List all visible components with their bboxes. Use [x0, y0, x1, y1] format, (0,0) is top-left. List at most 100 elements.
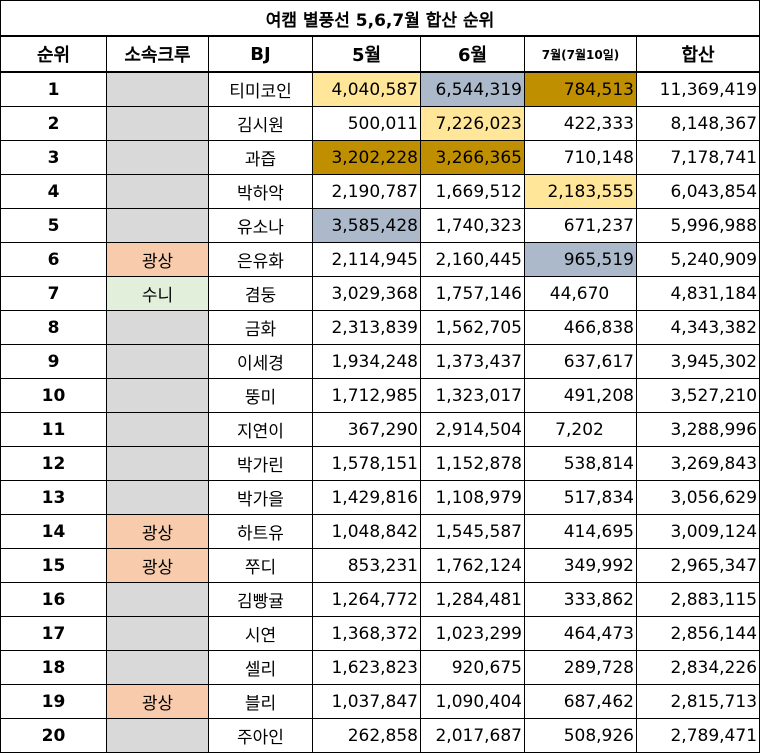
bj-cell: 과즙: [208, 140, 313, 175]
total-cell: 6,043,854: [635, 174, 760, 209]
crew-cell: [106, 208, 209, 243]
table-row: 1 티미코인 4,040,587 6,544,319 784,513 11,36…: [0, 71, 760, 107]
total-cell: 3,288,996: [635, 412, 760, 447]
may-cell: 3,202,228: [312, 140, 421, 175]
may-cell: 262,858: [312, 718, 421, 753]
total-cell: 3,269,843: [635, 446, 760, 481]
header-may: 5월: [312, 35, 421, 73]
may-cell: 1,048,842: [312, 514, 421, 549]
june-cell: 1,545,587: [420, 514, 525, 549]
july-cell: 687,462: [524, 684, 637, 719]
bj-cell: 지연이: [208, 412, 313, 447]
total-cell: 2,965,347: [635, 548, 760, 583]
rank-cell: 20: [0, 718, 107, 753]
rank-cell: 15: [0, 548, 107, 583]
total-cell: 7,178,741: [635, 140, 760, 175]
july-cell: 2,183,555: [524, 174, 637, 209]
bj-cell: 박가을: [208, 480, 313, 515]
total-cell: 2,856,144: [635, 616, 760, 651]
table-row: 8 금화 2,313,839 1,562,705 466,838 4,343,3…: [0, 310, 760, 345]
june-cell: 1,090,404: [420, 684, 525, 719]
may-cell: 500,011: [312, 106, 421, 141]
rank-cell: 5: [0, 208, 107, 243]
table-row: 18 셀리 1,623,823 920,675 289,728 2,834,22…: [0, 650, 760, 685]
total-cell: 11,369,419: [635, 71, 760, 107]
july-cell: 414,695: [524, 514, 637, 549]
may-cell: 1,368,372: [312, 616, 421, 651]
crew-cell: 광상: [106, 548, 209, 583]
june-cell: 3,266,365: [420, 140, 525, 175]
july-cell: 517,834: [524, 480, 637, 515]
bj-cell: 김빵귤: [208, 582, 313, 617]
rank-cell: 4: [0, 174, 107, 209]
may-cell: 1,264,772: [312, 582, 421, 617]
may-cell: 3,029,368: [312, 276, 421, 311]
rank-cell: 19: [0, 684, 107, 719]
crew-cell: [106, 582, 209, 617]
total-cell: 2,834,226: [635, 650, 760, 685]
july-cell: 464,473: [524, 616, 637, 651]
may-cell: 1,578,151: [312, 446, 421, 481]
june-cell: 1,669,512: [420, 174, 525, 209]
bj-cell: 이세경: [208, 344, 313, 379]
total-cell: 2,883,115: [635, 582, 760, 617]
rank-cell: 7: [0, 276, 107, 311]
crew-cell: [106, 446, 209, 481]
rank-cell: 18: [0, 650, 107, 685]
bj-cell: 티미코인: [208, 71, 313, 107]
rank-cell: 13: [0, 480, 107, 515]
header-rank: 순위: [0, 35, 107, 73]
rank-cell: 3: [0, 140, 107, 175]
crew-cell: [106, 174, 209, 209]
bj-cell: 하트유: [208, 514, 313, 549]
july-cell: 44,670: [524, 276, 637, 311]
bj-cell: 쭈디: [208, 548, 313, 583]
may-cell: 1,712,985: [312, 378, 421, 413]
total-cell: 3,009,124: [635, 514, 760, 549]
total-cell: 2,815,713: [635, 684, 760, 719]
rank-cell: 11: [0, 412, 107, 447]
crew-cell: [106, 140, 209, 175]
header-july: 7월(7월10일): [524, 35, 637, 73]
june-cell: 1,284,481: [420, 582, 525, 617]
rank-cell: 2: [0, 106, 107, 141]
table-row: 14 광상 하트유 1,048,842 1,545,587 414,695 3,…: [0, 514, 760, 549]
july-cell: 710,148: [524, 140, 637, 175]
july-cell: 491,208: [524, 378, 637, 413]
july-cell: 671,237: [524, 208, 637, 243]
june-cell: 1,757,146: [420, 276, 525, 311]
table-row: 17 시연 1,368,372 1,023,299 464,473 2,856,…: [0, 616, 760, 651]
july-cell: 538,814: [524, 446, 637, 481]
crew-cell: [106, 378, 209, 413]
bj-cell: 은유화: [208, 242, 313, 277]
header-total: 합산: [635, 35, 760, 73]
may-cell: 2,114,945: [312, 242, 421, 277]
bj-cell: 주아인: [208, 718, 313, 753]
crew-cell: 광상: [106, 684, 209, 719]
crew-cell: [106, 310, 209, 345]
total-cell: 3,056,629: [635, 480, 760, 515]
rank-cell: 9: [0, 344, 107, 379]
july-cell: 349,992: [524, 548, 637, 583]
bj-cell: 금화: [208, 310, 313, 345]
may-cell: 1,037,847: [312, 684, 421, 719]
total-cell: 3,527,210: [635, 378, 760, 413]
crew-cell: [106, 616, 209, 651]
table-row: 12 박가린 1,578,151 1,152,878 538,814 3,269…: [0, 446, 760, 481]
rank-cell: 16: [0, 582, 107, 617]
june-cell: 1,108,979: [420, 480, 525, 515]
table-row: 7 수니 겸둥 3,029,368 1,757,146 44,670 4,831…: [0, 276, 760, 311]
june-cell: 1,152,878: [420, 446, 525, 481]
june-cell: 920,675: [420, 650, 525, 685]
crew-cell: 수니: [106, 276, 209, 311]
july-cell: 637,617: [524, 344, 637, 379]
crew-cell: [106, 718, 209, 753]
june-cell: 1,562,705: [420, 310, 525, 345]
bj-cell: 유소나: [208, 208, 313, 243]
may-cell: 1,934,248: [312, 344, 421, 379]
rank-cell: 12: [0, 446, 107, 481]
july-cell: 7,202: [524, 412, 637, 447]
table-row: 9 이세경 1,934,248 1,373,437 637,617 3,945,…: [0, 344, 760, 379]
may-cell: 2,313,839: [312, 310, 421, 345]
june-cell: 1,740,323: [420, 208, 525, 243]
